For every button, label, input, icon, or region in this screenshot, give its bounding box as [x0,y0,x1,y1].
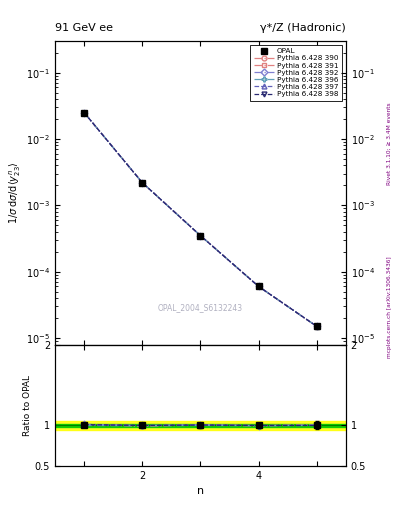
Y-axis label: Ratio to OPAL: Ratio to OPAL [23,375,32,436]
Y-axis label: $1/\sigma\,\mathrm{d}\sigma/\mathrm{d}\langle y_{23}^n\rangle$: $1/\sigma\,\mathrm{d}\sigma/\mathrm{d}\l… [8,161,23,224]
Text: 91 GeV ee: 91 GeV ee [55,23,113,33]
Bar [55,420,346,430]
Legend: OPAL, Pythia 6.428 390, Pythia 6.428 391, Pythia 6.428 392, Pythia 6.428 396, Py: OPAL, Pythia 6.428 390, Pythia 6.428 391… [250,45,342,101]
Bar [55,424,346,427]
Text: OPAL_2004_S6132243: OPAL_2004_S6132243 [158,304,243,313]
X-axis label: n: n [197,486,204,496]
Text: mcplots.cern.ch [arXiv:1306.3436]: mcplots.cern.ch [arXiv:1306.3436] [387,257,392,358]
Text: Rivet 3.1.10; ≥ 3.4M events: Rivet 3.1.10; ≥ 3.4M events [387,102,392,185]
Text: γ*/Z (Hadronic): γ*/Z (Hadronic) [260,23,346,33]
